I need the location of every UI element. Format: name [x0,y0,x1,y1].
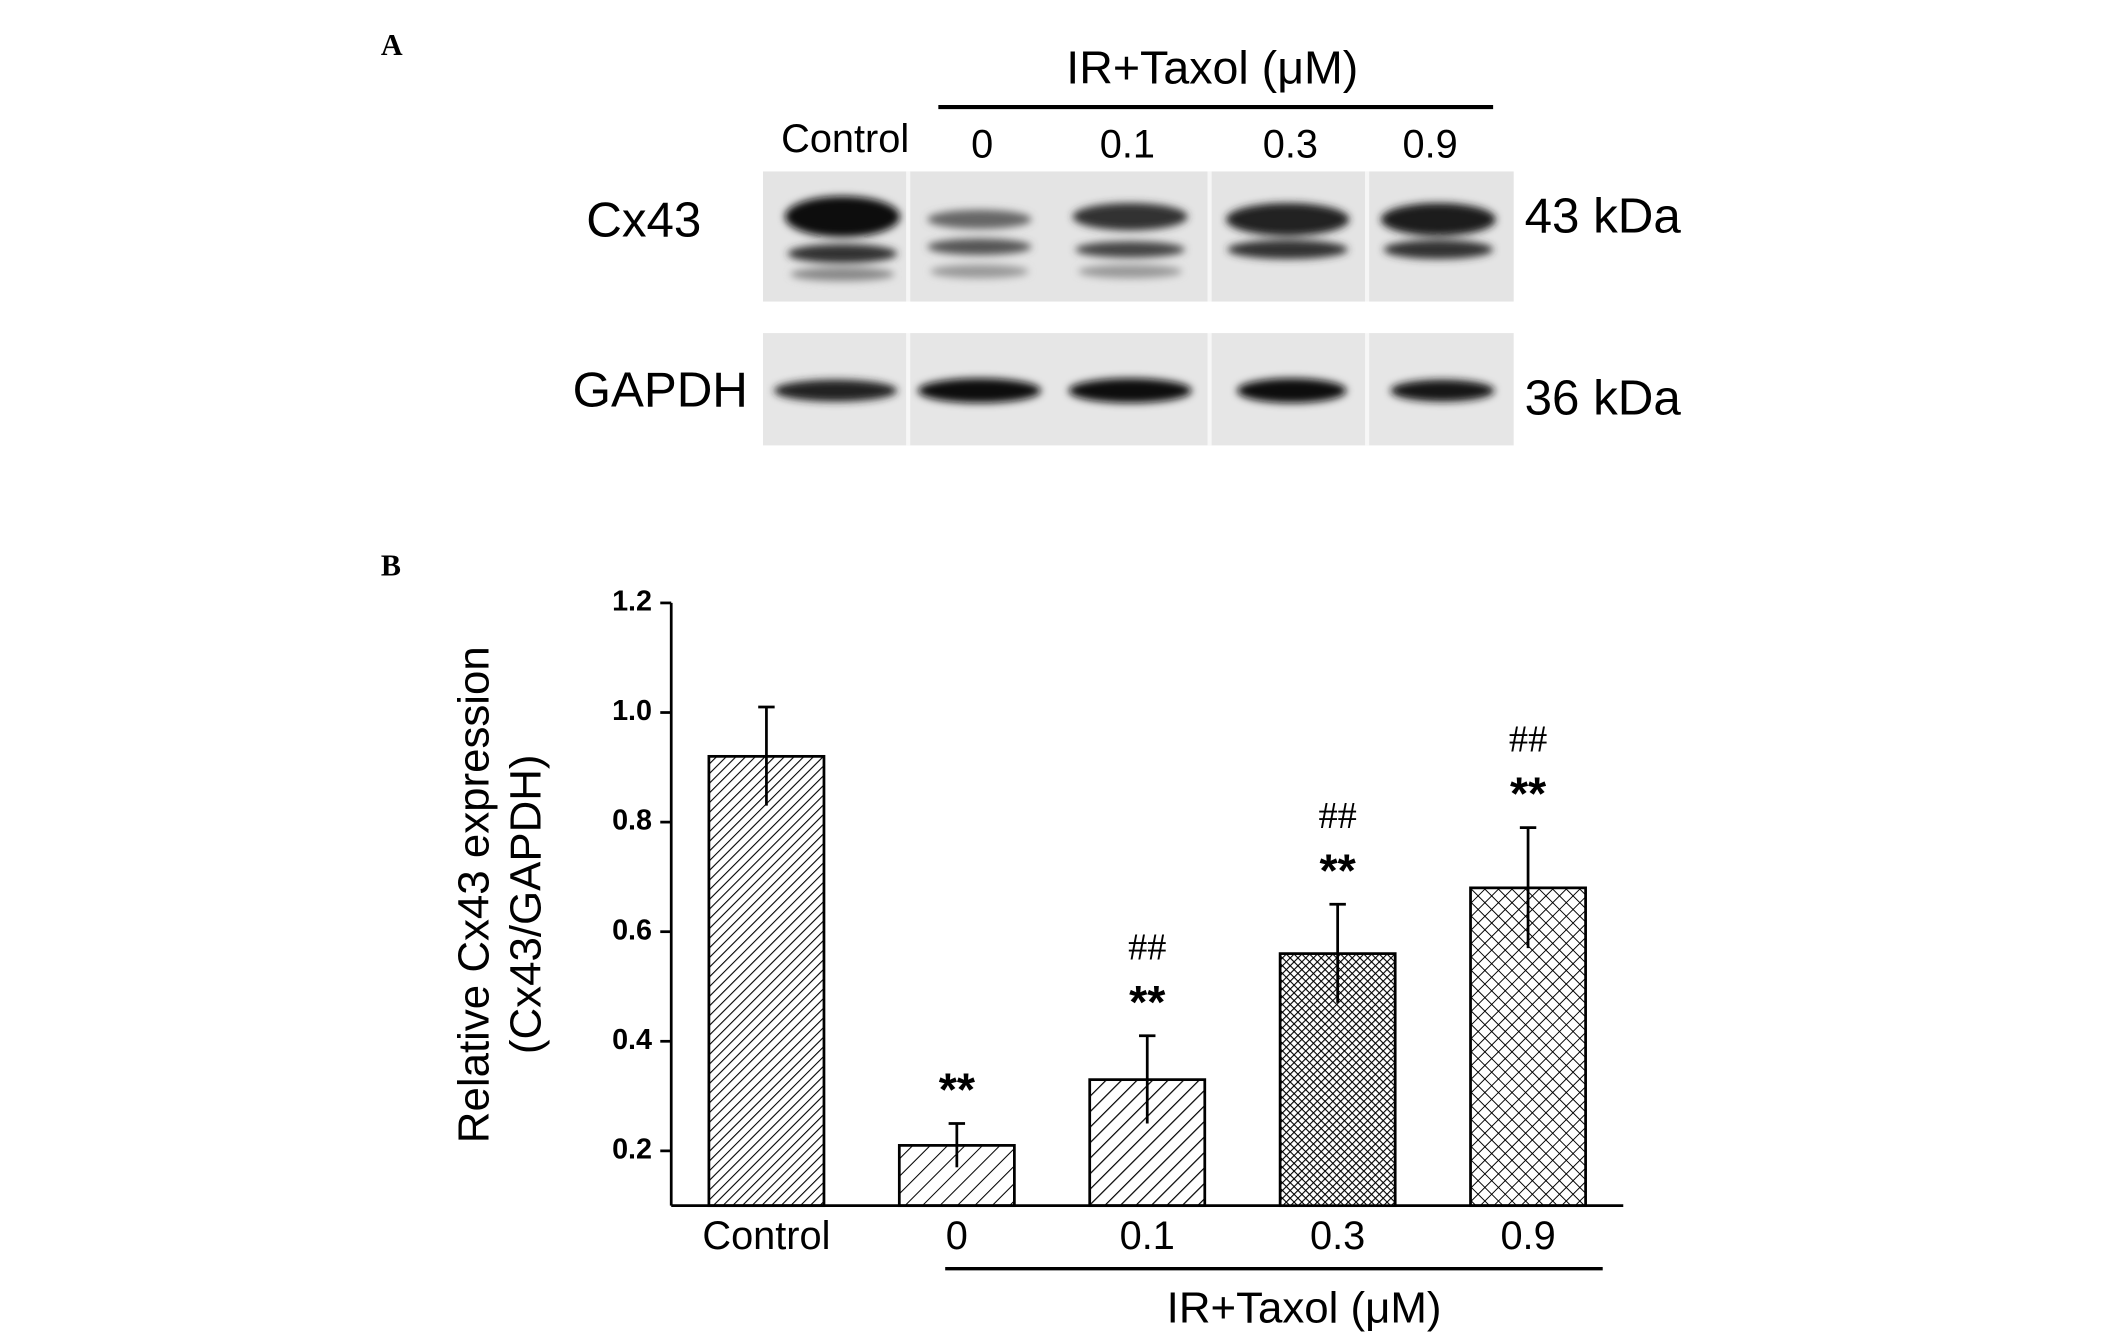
significance-mark: ** [939,1064,976,1116]
blot-strip [763,171,1514,302]
x-tick-label: Control [702,1214,830,1258]
y-tick-label: 0.8 [612,805,652,837]
x-group-label: IR+Taxol (μM) [1167,1284,1442,1333]
bar-chart: Relative Cx43 expression (Cx43/GAPDH) IR… [449,586,1624,1333]
significance-mark: ## [1128,927,1166,969]
panel-label: A [381,28,403,62]
lane-label: 0.3 [1263,122,1318,166]
lane-label: 0.1 [1100,122,1155,166]
panel-label: B [381,549,401,583]
bar [707,754,826,1208]
blot: IR+Taxol (μM) Control 0 0.1 0.3 0.9 Cx43… [573,42,1682,446]
significance-mark: ## [1509,718,1547,760]
lane-label: Control [781,117,909,161]
y-tick-label: 1.0 [612,695,652,727]
y-tick-label: 0.4 [612,1024,652,1056]
y-tick-label: 0.2 [612,1133,652,1165]
x-tick-label: 0 [946,1214,968,1258]
x-tick-label: 0.9 [1500,1214,1555,1258]
size-label: 43 kDa [1525,188,1682,243]
blot-bands [773,196,1496,403]
blot-group-label: IR+Taxol (μM) [1066,42,1358,94]
y-axis-label: Relative Cx43 expression [449,646,498,1143]
row-label: Cx43 [586,193,701,248]
significance-mark: ** [1510,768,1547,820]
x-tick-label: 0.3 [1310,1214,1365,1258]
y-tick-label: 0.6 [612,914,652,946]
row-label: GAPDH [573,362,748,417]
significance-mark: ## [1318,795,1356,837]
lane-label: 0 [971,122,993,166]
y-tick-label: 1.2 [612,586,652,618]
x-tick-label: 0.1 [1120,1214,1175,1258]
size-label: 36 kDa [1525,371,1682,426]
significance-mark: ** [1320,844,1357,896]
lane-label: 0.9 [1403,122,1458,166]
y-axis-label: (Cx43/GAPDH) [501,755,550,1055]
significance-mark: ** [1129,976,1166,1028]
